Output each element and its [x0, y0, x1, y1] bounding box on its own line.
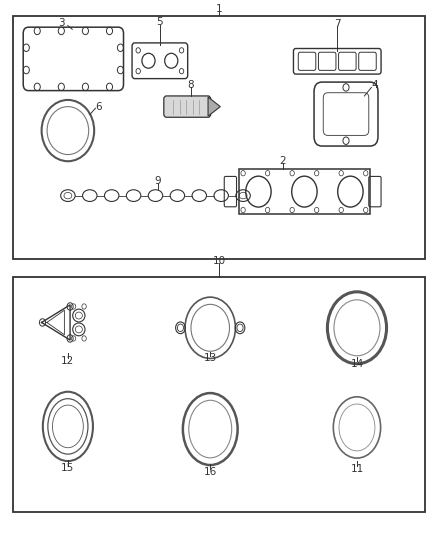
Bar [13, 277, 425, 512]
Text: 16: 16 [204, 467, 217, 477]
Text: 2: 2 [279, 156, 286, 166]
Text: 3: 3 [58, 19, 65, 28]
Bar [13, 16, 425, 259]
Text: 9: 9 [154, 176, 161, 186]
FancyBboxPatch shape [164, 96, 211, 117]
Text: 6: 6 [95, 102, 102, 111]
Text: 1: 1 [215, 4, 223, 14]
Text: 10: 10 [212, 256, 226, 266]
Text: 12: 12 [61, 356, 74, 366]
Text: 7: 7 [334, 19, 341, 29]
Text: 13: 13 [204, 353, 217, 363]
Text: 4: 4 [371, 80, 378, 90]
Text: 5: 5 [156, 18, 163, 27]
Text: 15: 15 [61, 463, 74, 473]
Text: 14: 14 [350, 359, 364, 368]
Polygon shape [208, 97, 220, 116]
Text: 8: 8 [187, 80, 194, 90]
Text: 11: 11 [350, 464, 364, 474]
